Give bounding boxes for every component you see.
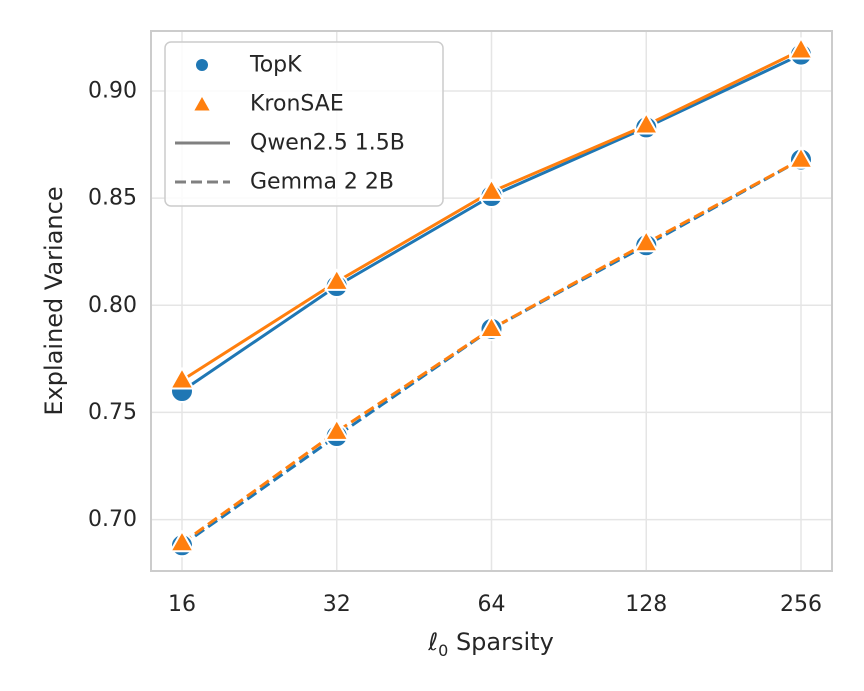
y-tick-label: 0.80: [88, 293, 137, 318]
y-axis-ticks: 0.70 0.75 0.80 0.85 0.90: [88, 79, 137, 533]
y-axis-label: Explained Variance: [40, 186, 68, 415]
legend-label: TopK: [249, 53, 302, 78]
data-point-kronsae: [633, 112, 659, 135]
plot-frame: [150, 30, 833, 572]
legend-label: Gemma 2 2B: [250, 170, 394, 195]
data-point-kronsae: [169, 367, 195, 390]
data-point-kronsae: [479, 178, 504, 201]
x-axis-label-subscript: 0: [438, 641, 448, 660]
x-tick-label: 16: [168, 592, 196, 617]
data-point-kronsae: [479, 315, 504, 339]
legend-marker-topk: [196, 59, 208, 71]
x-tick-label: 64: [478, 592, 506, 617]
data-point-kronsae: [788, 146, 814, 169]
legend-marker-kronsae: [194, 97, 210, 111]
legend: TopK KronSAE Qwen2.5 1.5B Gemma 2 2B: [164, 41, 444, 207]
y-tick-label: 0.75: [88, 400, 137, 425]
x-tick-label: 32: [323, 592, 351, 617]
legend-label: Qwen2.5 1.5B: [250, 131, 405, 156]
y-tick-label: 0.70: [88, 507, 137, 532]
legend-label: KronSAE: [250, 92, 344, 117]
data-point-kronsae: [169, 530, 195, 553]
y-tick-label: 0.85: [88, 186, 137, 211]
x-axis-ticks: 16 32 64 128 256: [168, 592, 822, 617]
x-tick-label: 256: [780, 592, 822, 617]
x-axis-label-symbol: ℓ: [427, 628, 438, 656]
x-tick-label: 128: [625, 592, 667, 617]
data-point-kronsae: [324, 418, 350, 441]
legend-box: [164, 41, 444, 207]
x-axis-label-text: Sparsity: [448, 628, 553, 656]
y-tick-label: 0.90: [88, 79, 137, 104]
x-axis-label: ℓ0 Sparsity: [427, 628, 554, 660]
data-point-kronsae: [788, 37, 814, 60]
data-point-kronsae: [324, 268, 350, 291]
series: [169, 37, 814, 558]
data-point-kronsae: [633, 230, 659, 253]
